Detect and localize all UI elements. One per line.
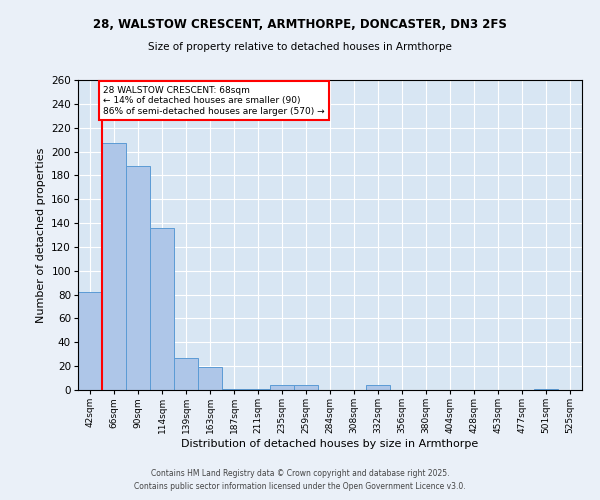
Text: Size of property relative to detached houses in Armthorpe: Size of property relative to detached ho…: [148, 42, 452, 52]
Bar: [366, 385, 390, 390]
Bar: [534, 389, 558, 390]
Bar: [174, 358, 198, 390]
Bar: [270, 385, 294, 390]
Bar: [150, 228, 174, 390]
Bar: [198, 368, 222, 390]
Bar: [102, 143, 126, 390]
Text: 28 WALSTOW CRESCENT: 68sqm
← 14% of detached houses are smaller (90)
86% of semi: 28 WALSTOW CRESCENT: 68sqm ← 14% of deta…: [103, 86, 325, 116]
Y-axis label: Number of detached properties: Number of detached properties: [36, 148, 46, 322]
Bar: [222, 389, 246, 390]
Text: Contains HM Land Registry data © Crown copyright and database right 2025.: Contains HM Land Registry data © Crown c…: [151, 468, 449, 477]
Text: 28, WALSTOW CRESCENT, ARMTHORPE, DONCASTER, DN3 2FS: 28, WALSTOW CRESCENT, ARMTHORPE, DONCAST…: [93, 18, 507, 30]
Bar: [78, 292, 102, 390]
Bar: [294, 385, 318, 390]
X-axis label: Distribution of detached houses by size in Armthorpe: Distribution of detached houses by size …: [181, 439, 479, 449]
Bar: [126, 166, 150, 390]
Text: Contains public sector information licensed under the Open Government Licence v3: Contains public sector information licen…: [134, 482, 466, 491]
Bar: [246, 389, 270, 390]
